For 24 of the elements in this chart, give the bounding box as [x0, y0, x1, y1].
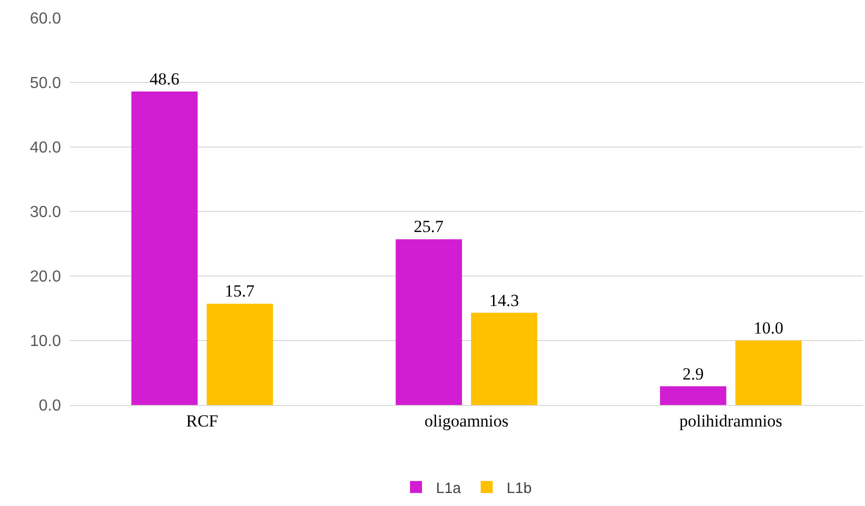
data-label: 14.3	[489, 290, 520, 310]
bar	[660, 386, 726, 405]
bar	[206, 304, 273, 405]
legend-label: L1a	[436, 480, 462, 497]
bar	[131, 92, 198, 405]
data-label: 10.0	[754, 318, 784, 338]
y-tick-label: 60.0	[30, 10, 62, 28]
y-tick-label: 0.0	[38, 398, 62, 415]
data-label: 48.6	[150, 70, 180, 89]
bar	[471, 312, 538, 405]
legend-label: L1b	[506, 480, 532, 497]
data-label: 15.7	[224, 282, 255, 301]
y-tick-label: 30.0	[30, 204, 62, 222]
x-tick-label: polihidramnios	[679, 411, 782, 430]
y-tick-label: 40.0	[30, 140, 62, 157]
bar	[396, 239, 462, 405]
x-tick-label: RCF	[186, 411, 218, 430]
data-label: 25.7	[414, 217, 444, 236]
x-tick-label: oligoamnios	[424, 411, 509, 430]
y-tick-label: 50.0	[30, 75, 62, 92]
y-tick-label: 20.0	[30, 268, 62, 286]
bar	[735, 340, 802, 405]
y-tick-label: 10.0	[30, 333, 62, 350]
data-label: 2.9	[682, 364, 704, 384]
